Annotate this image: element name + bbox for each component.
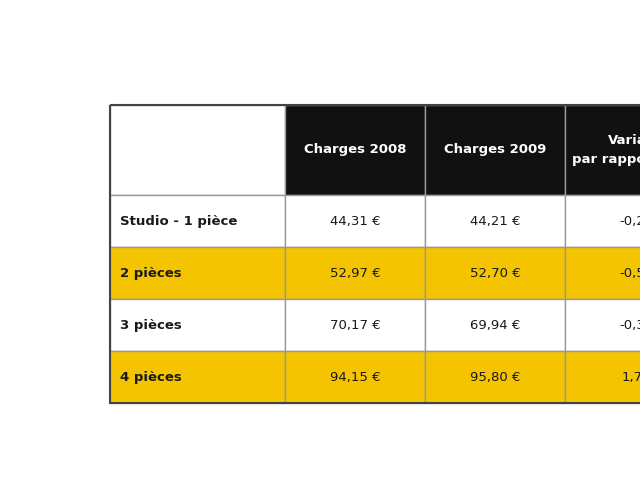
Text: 52,97 €: 52,97 € xyxy=(330,266,380,279)
Text: Charges 2009: Charges 2009 xyxy=(444,144,546,156)
Bar xyxy=(565,351,640,403)
Text: 94,15 €: 94,15 € xyxy=(330,371,380,384)
Bar xyxy=(425,195,565,247)
Text: 4 pièces: 4 pièces xyxy=(120,371,182,384)
Text: 70,17 €: 70,17 € xyxy=(330,319,380,332)
Bar xyxy=(110,351,285,403)
Bar xyxy=(425,105,565,195)
Bar xyxy=(425,351,565,403)
Bar xyxy=(425,247,565,299)
Bar xyxy=(565,299,640,351)
Text: Variation
par rapport à 2008: Variation par rapport à 2008 xyxy=(572,134,640,166)
Bar xyxy=(110,195,285,247)
Bar xyxy=(285,247,425,299)
Text: -0,33%: -0,33% xyxy=(619,319,640,332)
Text: 1,75%: 1,75% xyxy=(621,371,640,384)
Text: -0,51%: -0,51% xyxy=(619,266,640,279)
Text: 69,94 €: 69,94 € xyxy=(470,319,520,332)
Text: 44,31 €: 44,31 € xyxy=(330,215,380,228)
Bar xyxy=(565,105,640,195)
Bar xyxy=(285,105,425,195)
Bar xyxy=(110,247,285,299)
Bar xyxy=(285,195,425,247)
Bar xyxy=(285,299,425,351)
Text: 44,21 €: 44,21 € xyxy=(470,215,520,228)
Bar xyxy=(565,247,640,299)
Text: 3 pièces: 3 pièces xyxy=(120,319,182,332)
Bar xyxy=(110,299,285,351)
Text: 2 pièces: 2 pièces xyxy=(120,266,182,279)
Bar xyxy=(110,105,285,195)
Text: 52,70 €: 52,70 € xyxy=(470,266,520,279)
Text: Charges 2008: Charges 2008 xyxy=(304,144,406,156)
Text: 95,80 €: 95,80 € xyxy=(470,371,520,384)
Bar xyxy=(110,105,640,403)
Bar xyxy=(425,299,565,351)
Text: Studio - 1 pièce: Studio - 1 pièce xyxy=(120,215,237,228)
Text: -0,23%: -0,23% xyxy=(619,215,640,228)
Bar xyxy=(285,351,425,403)
Bar xyxy=(565,195,640,247)
